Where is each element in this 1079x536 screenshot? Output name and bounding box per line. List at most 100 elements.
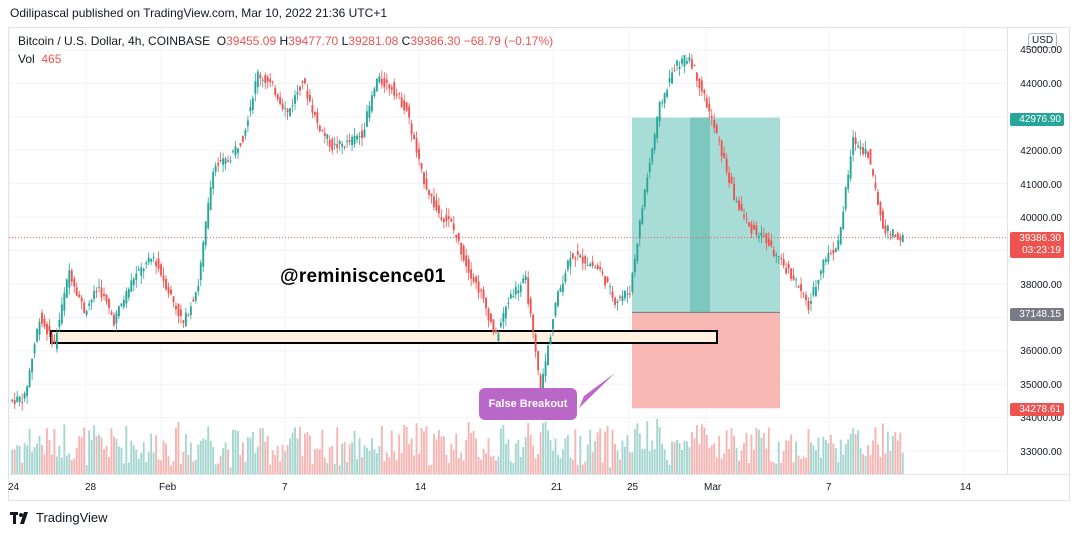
volume-bar	[75, 447, 78, 474]
volume-bar	[663, 449, 666, 474]
volume-bar	[549, 439, 552, 474]
volume-bar	[274, 454, 277, 474]
candle-body	[450, 219, 453, 222]
volume-bar	[490, 456, 492, 474]
candle-body	[132, 278, 135, 285]
close-label: C	[401, 34, 411, 48]
volume-bar	[475, 438, 478, 474]
volume-bar	[738, 460, 740, 474]
candle-body	[827, 253, 830, 262]
candle-body	[554, 303, 557, 316]
false-breakout-callout[interactable]: False Breakout	[479, 388, 577, 420]
volume-bar	[115, 438, 118, 474]
volume-bar	[189, 442, 192, 474]
volume-bar	[98, 434, 100, 474]
candle-body	[713, 119, 716, 128]
candle-body	[194, 292, 197, 301]
volume-bar	[643, 449, 646, 474]
candle-body	[599, 267, 602, 270]
candlestick-plot[interactable]	[9, 28, 1007, 474]
candle-body	[256, 71, 259, 88]
volume-bar	[519, 456, 522, 474]
volume-bar	[504, 443, 507, 474]
volume-bar	[829, 434, 832, 474]
volume-bar	[167, 456, 170, 474]
volume-bar	[204, 439, 207, 474]
volume-bar	[194, 459, 197, 474]
candle-body	[36, 329, 38, 342]
volume-bar	[651, 440, 654, 474]
candle-body	[103, 293, 105, 296]
volume-bar	[539, 432, 542, 474]
candle-body	[145, 262, 148, 265]
volume-bar	[785, 440, 788, 474]
candle-body	[857, 145, 860, 148]
volume-bar	[457, 457, 460, 474]
candle-body	[110, 312, 113, 315]
volume-bar	[462, 460, 465, 474]
candle-body	[346, 140, 349, 143]
volume-bar	[105, 445, 108, 474]
candle-body	[715, 125, 718, 134]
candle-body	[492, 319, 495, 333]
candle-body	[150, 259, 153, 262]
volume-bar	[251, 431, 254, 474]
candle-body	[351, 136, 354, 146]
candle-body	[249, 107, 252, 112]
candle-body	[237, 148, 239, 153]
candle-body	[802, 292, 805, 294]
candle-body	[423, 172, 425, 185]
candle-body	[306, 90, 309, 99]
volume-bar	[202, 438, 205, 474]
candle-body	[879, 202, 882, 216]
candle-body	[269, 78, 272, 83]
candle-body	[184, 312, 187, 327]
candle-body	[157, 258, 160, 269]
volume-bar	[175, 427, 177, 474]
candle-body	[643, 189, 646, 207]
candle-body	[497, 333, 500, 342]
candle-body	[63, 292, 66, 311]
volume-bar	[398, 434, 401, 474]
volume-bar	[135, 449, 138, 474]
volume-bar	[566, 434, 569, 474]
volume-bar	[889, 451, 892, 474]
candle-body	[901, 234, 904, 243]
volume-bar	[254, 452, 257, 474]
volume-bar	[90, 440, 93, 474]
volume-bar	[430, 464, 433, 474]
candle-body	[849, 156, 852, 179]
candle-body	[896, 232, 899, 240]
candle-body	[661, 102, 664, 104]
candle-body	[604, 276, 607, 286]
candle-body	[785, 267, 788, 274]
volume-bar	[276, 446, 279, 474]
volume-bar	[304, 433, 306, 474]
candle-body	[50, 334, 53, 345]
candle-body	[393, 82, 396, 96]
candle-body	[338, 140, 341, 145]
volume-bar	[110, 428, 113, 474]
volume-bar	[849, 434, 852, 474]
candle-body	[289, 108, 292, 117]
volume-bar	[152, 452, 155, 474]
volume-bar	[886, 431, 889, 474]
currency-badge[interactable]: USD	[1028, 33, 1058, 48]
candle-body	[601, 271, 604, 274]
candle-body	[819, 270, 822, 275]
volume-bar	[636, 423, 639, 474]
volume-bar	[517, 440, 520, 474]
tradingview-brand[interactable]: TradingView	[10, 510, 108, 525]
volume-bar	[455, 433, 458, 474]
volume-bar	[614, 443, 616, 474]
publisher-line: Odilipascal published on TradingView.com…	[10, 6, 387, 20]
volume-bar	[85, 464, 88, 474]
volume-bar	[192, 461, 195, 474]
time-axis[interactable]	[8, 475, 1070, 501]
candle-body	[26, 386, 29, 396]
volume-bar	[772, 462, 775, 474]
volume-bar	[666, 459, 669, 474]
candle-body	[663, 92, 666, 104]
volume-bar	[137, 459, 140, 474]
candle-body	[842, 211, 845, 230]
